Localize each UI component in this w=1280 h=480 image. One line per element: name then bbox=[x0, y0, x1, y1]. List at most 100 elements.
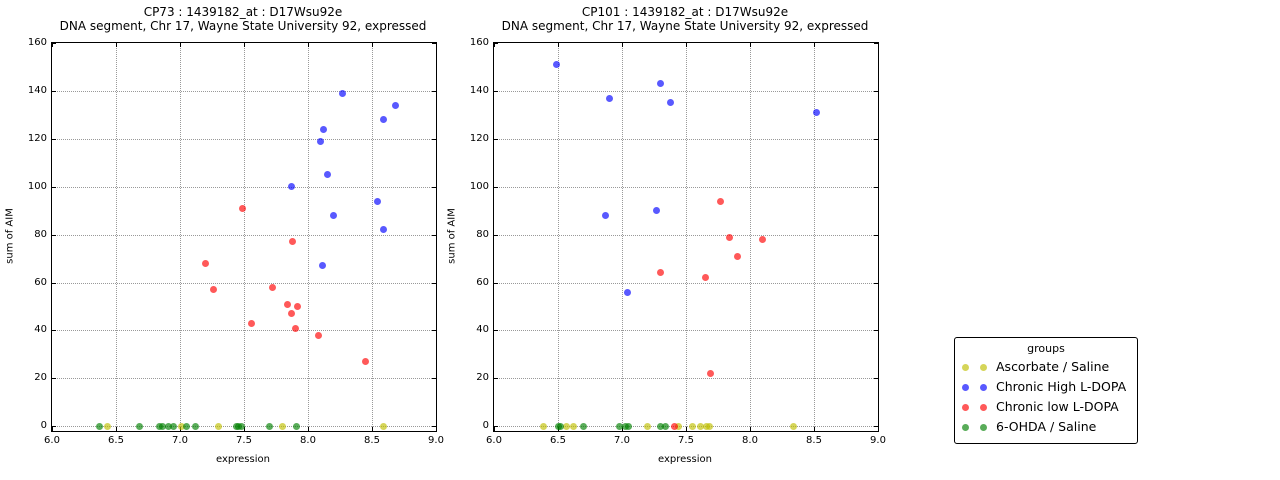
x-tick-mark bbox=[878, 427, 879, 431]
x-tick-mark bbox=[244, 43, 245, 47]
data-point bbox=[662, 422, 670, 430]
y-tick-label: 160 bbox=[469, 37, 489, 48]
data-point bbox=[726, 233, 734, 241]
y-tick-mark bbox=[874, 186, 878, 188]
data-point bbox=[380, 422, 388, 430]
plot-area: 6.0 6.5 7.0 7.5 8.0 8.5 9.0 0 20 40 60 80 100 120 140 1… bbox=[28, 37, 444, 446]
data-point bbox=[705, 422, 713, 430]
legend-title: groups bbox=[1027, 342, 1065, 355]
data-point bbox=[391, 101, 399, 109]
x-tick-mark bbox=[180, 43, 181, 47]
data-point bbox=[317, 137, 325, 145]
data-point bbox=[314, 331, 322, 339]
x-tick-mark bbox=[686, 427, 687, 431]
x-tick-mark bbox=[52, 427, 53, 431]
legend-entry-label: 6-OHDA / Saline bbox=[996, 419, 1097, 434]
y-tick-label: 60 bbox=[476, 276, 489, 288]
x-tick-label: 9.0 bbox=[870, 435, 886, 446]
data-point bbox=[318, 262, 326, 270]
data-point bbox=[177, 422, 185, 430]
y-gridline bbox=[52, 282, 436, 284]
x-gridline bbox=[814, 43, 815, 431]
data-point bbox=[135, 422, 143, 430]
y-tick-mark bbox=[874, 90, 878, 92]
x-tick-label: 7.0 bbox=[172, 435, 188, 446]
x-gridline bbox=[244, 43, 245, 431]
x-tick-label: 6.5 bbox=[108, 435, 124, 446]
x-tick-mark bbox=[622, 43, 623, 47]
data-point bbox=[323, 171, 331, 179]
x-tick-label: 8.0 bbox=[300, 435, 316, 446]
y-tick-label: 120 bbox=[27, 132, 47, 144]
data-point bbox=[319, 125, 327, 133]
data-point bbox=[688, 422, 696, 430]
x-tick-label: 8.0 bbox=[742, 435, 758, 446]
legend-marker-icon bbox=[962, 424, 969, 431]
legend-entry-label: Ascorbate / Saline bbox=[996, 359, 1110, 374]
x-tick-mark bbox=[750, 43, 751, 47]
y-gridline bbox=[494, 234, 878, 236]
data-point bbox=[164, 422, 172, 430]
x-axis-label: expression bbox=[658, 454, 712, 465]
data-point bbox=[248, 319, 256, 327]
x-tick-label: 8.5 bbox=[806, 435, 822, 446]
x-tick-mark bbox=[494, 43, 495, 47]
data-point bbox=[717, 197, 725, 205]
legend-marker-icon bbox=[980, 384, 987, 391]
plot-title: CP101 : 1439182_at : D17Wsu92e DNA segme… bbox=[455, 5, 915, 33]
y-gridline bbox=[52, 378, 436, 380]
data-point bbox=[294, 302, 302, 310]
y-gridline bbox=[494, 282, 878, 284]
x-tick-mark bbox=[308, 427, 309, 431]
data-point bbox=[563, 422, 571, 430]
x-tick-label: 6.5 bbox=[550, 435, 566, 446]
x-gridline bbox=[372, 43, 373, 431]
data-point bbox=[287, 183, 295, 191]
x-tick-mark bbox=[52, 43, 53, 47]
x-tick-label: 6.0 bbox=[486, 435, 502, 446]
data-point bbox=[580, 422, 588, 430]
data-point bbox=[362, 358, 370, 366]
y-tick-mark bbox=[494, 90, 498, 92]
data-point bbox=[601, 211, 609, 219]
data-point bbox=[209, 286, 217, 294]
plot-title-line1: CP73 : 1439182_at : D17Wsu92e bbox=[143, 5, 343, 19]
y-tick-mark bbox=[432, 90, 436, 92]
y-gridline bbox=[494, 138, 878, 140]
y-gridline bbox=[494, 378, 878, 380]
data-point bbox=[278, 422, 286, 430]
x-gridline bbox=[116, 43, 117, 431]
data-point bbox=[624, 422, 632, 430]
x-tick-label: 7.5 bbox=[236, 435, 252, 446]
x-tick-mark bbox=[750, 427, 751, 431]
x-tick-mark bbox=[558, 43, 559, 47]
y-tick-label: 40 bbox=[476, 324, 489, 336]
data-point bbox=[790, 422, 798, 430]
data-point bbox=[266, 422, 274, 430]
y-tick-mark bbox=[52, 90, 56, 92]
data-point bbox=[605, 94, 613, 102]
x-gridline bbox=[686, 43, 687, 431]
x-tick-label: 7.0 bbox=[614, 435, 630, 446]
y-tick-mark bbox=[494, 330, 498, 332]
y-tick-mark bbox=[52, 43, 56, 44]
y-gridline bbox=[52, 234, 436, 236]
data-point bbox=[170, 422, 178, 430]
y-tick-mark bbox=[874, 138, 878, 140]
plot-title-line1: CP101 : 1439182_at : D17Wsu92e bbox=[581, 5, 789, 19]
x-tick-label: 6.0 bbox=[44, 435, 60, 446]
data-point bbox=[292, 422, 300, 430]
y-tick-mark bbox=[432, 330, 436, 332]
legend-entry-label: Chronic low L-DOPA bbox=[996, 399, 1119, 414]
data-point bbox=[759, 235, 767, 243]
legend-entry: Chronic High L-DOPA bbox=[955, 377, 1137, 397]
y-tick-label: 140 bbox=[27, 84, 47, 96]
legend-marker-icon bbox=[980, 364, 987, 371]
data-point bbox=[380, 116, 388, 124]
data-point bbox=[339, 89, 347, 97]
x-tick-mark bbox=[814, 427, 815, 431]
y-tick-mark bbox=[494, 426, 498, 428]
y-tick-label: 0 bbox=[482, 420, 489, 432]
y-gridline bbox=[52, 330, 436, 332]
legend-entry-label: Chronic High L-DOPA bbox=[996, 379, 1127, 394]
